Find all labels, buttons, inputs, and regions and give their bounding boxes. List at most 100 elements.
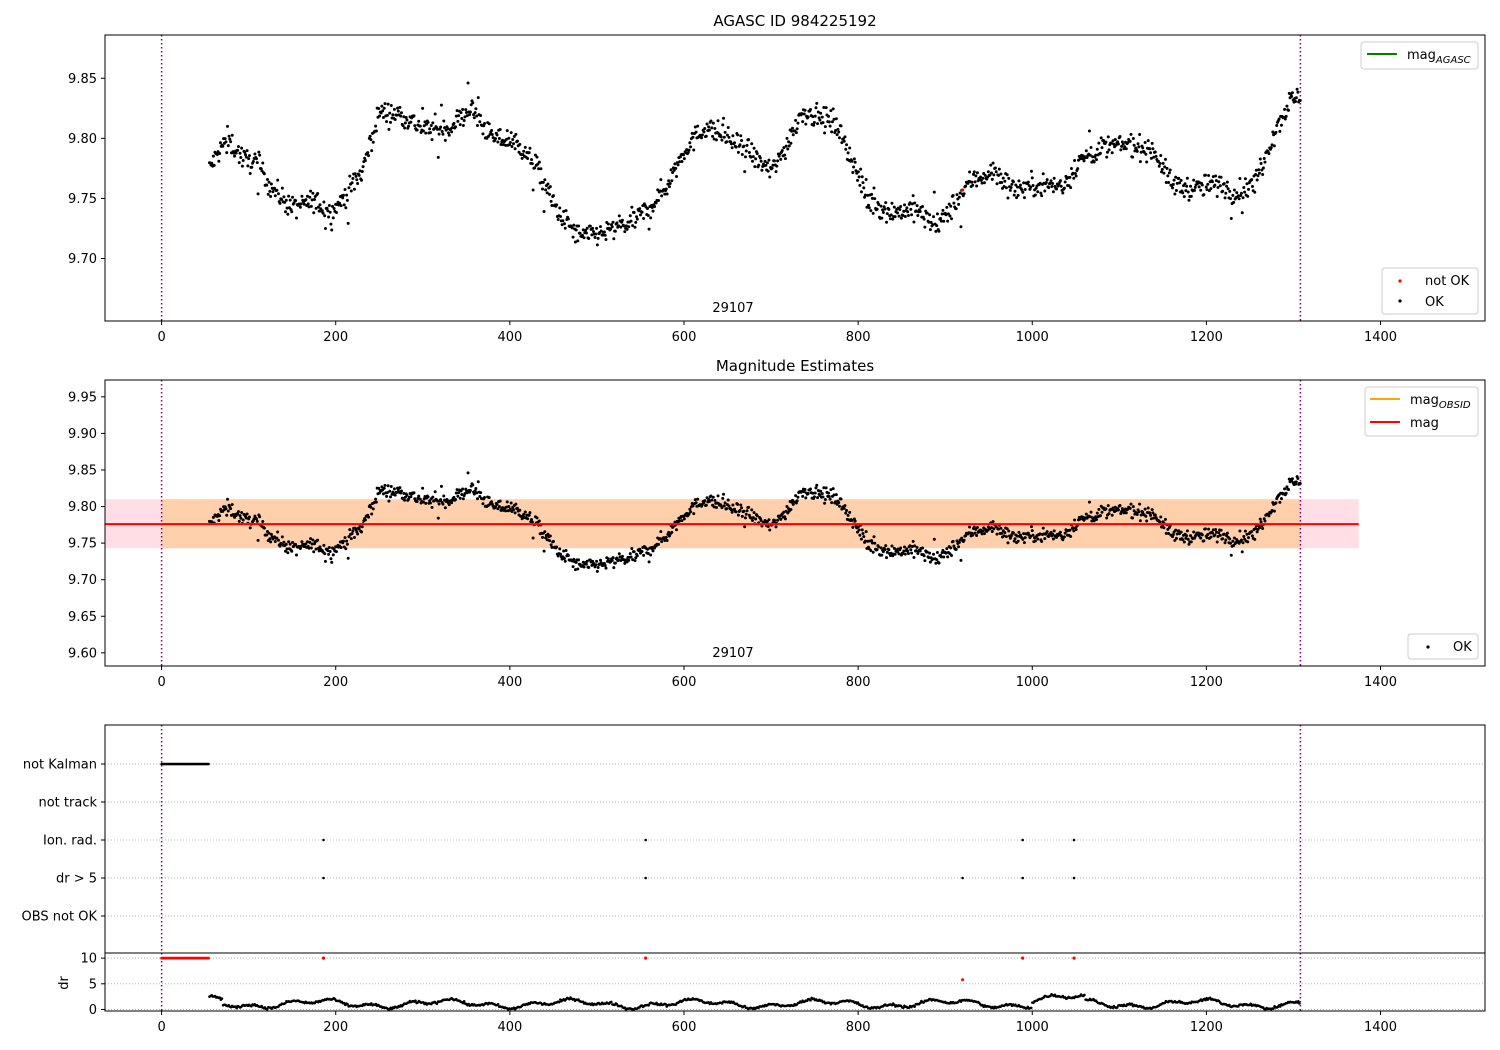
ok-point	[858, 533, 862, 537]
ok-point	[642, 216, 646, 220]
ok-point	[939, 555, 943, 559]
ok-point	[979, 178, 983, 182]
ok-point	[680, 519, 684, 523]
ok-point	[369, 505, 373, 509]
ok-point	[653, 546, 657, 550]
ok-point	[889, 213, 893, 217]
ok-point	[1184, 189, 1188, 193]
ok-point	[548, 539, 552, 543]
ok-point	[401, 124, 405, 128]
ok-point	[726, 498, 730, 502]
ok-point	[711, 495, 715, 499]
ok-point	[777, 154, 781, 158]
ok-point	[1038, 181, 1042, 185]
ok-point	[663, 192, 667, 196]
ok-point	[892, 546, 896, 550]
panel1-title: AGASC ID 984225192	[713, 12, 876, 30]
ok-point	[935, 558, 939, 562]
ok-point	[991, 520, 995, 524]
ok-point	[530, 520, 534, 524]
ok-point	[1071, 526, 1075, 530]
ok-point	[490, 128, 494, 132]
ok-point	[578, 231, 582, 235]
ok-point	[722, 492, 726, 496]
ok-point	[928, 551, 932, 555]
ok-point	[511, 138, 515, 142]
ok-point	[997, 173, 1001, 177]
ok-point	[791, 133, 795, 137]
ok-point	[1182, 540, 1186, 544]
ok-point	[441, 502, 445, 506]
ok-point	[580, 233, 584, 237]
ok-point	[1050, 184, 1054, 188]
ok-point	[356, 532, 360, 536]
ok-point	[284, 198, 288, 202]
x-tick-label: 200	[323, 1020, 348, 1035]
ok-point	[860, 175, 864, 179]
ok-point	[952, 201, 956, 205]
ok-point	[497, 505, 501, 509]
ok-point	[1107, 148, 1111, 152]
ok-point	[850, 518, 854, 522]
ok-point	[273, 540, 277, 544]
ok-point	[551, 194, 555, 198]
ok-point	[852, 157, 856, 161]
ok-point	[447, 503, 451, 507]
ok-point	[402, 115, 406, 119]
ok-point	[948, 214, 952, 218]
ok-point	[275, 536, 279, 540]
panel1-obsid-label: 29107	[712, 301, 753, 316]
ok-point	[1167, 171, 1171, 175]
ok-point	[719, 135, 723, 139]
ok-point	[945, 205, 949, 209]
ok-point	[780, 148, 784, 152]
ok-point	[1131, 505, 1135, 509]
ok-point	[436, 127, 440, 131]
ok-point	[890, 544, 894, 548]
ok-point	[498, 128, 502, 132]
ok-point	[1209, 535, 1213, 539]
ok-point	[707, 125, 711, 129]
ok-point	[905, 206, 909, 210]
ok-point	[1097, 507, 1101, 511]
panel1-legend-points: not OK OK	[1381, 267, 1479, 315]
ok-point	[660, 194, 664, 198]
ok-point	[1272, 144, 1276, 148]
ok-point	[819, 489, 823, 493]
ok-point	[354, 174, 358, 178]
ok-point	[1092, 160, 1096, 164]
ok-point	[250, 165, 254, 169]
ok-point	[760, 524, 764, 528]
ok-point	[454, 114, 458, 118]
ok-point	[1148, 147, 1152, 151]
ok-point	[991, 161, 995, 165]
ok-point	[606, 222, 610, 226]
ok-point	[601, 233, 605, 237]
ok-point	[1258, 157, 1262, 161]
ok-point	[1238, 176, 1242, 180]
ok-point	[921, 205, 925, 209]
ok-point	[330, 560, 334, 564]
ok-point	[689, 510, 693, 514]
y-tick-label: 9.80	[68, 132, 97, 147]
ok-point	[1029, 534, 1033, 538]
ok-point	[1013, 537, 1017, 541]
ok-point	[808, 487, 812, 491]
ok-point	[1110, 151, 1114, 155]
ok-point	[1003, 531, 1007, 535]
ok-point	[357, 173, 361, 177]
panel1-frame	[104, 34, 1486, 322]
ok-point	[885, 212, 889, 216]
ok-point	[946, 555, 950, 559]
ok-point	[239, 156, 243, 160]
ok-point	[523, 145, 527, 149]
ok-point	[1141, 146, 1145, 150]
ok-point	[640, 550, 644, 554]
ok-point	[844, 511, 848, 515]
ok-point	[585, 559, 589, 563]
ok-point	[1131, 516, 1135, 520]
ok-point	[224, 140, 228, 144]
ok-point	[507, 136, 511, 140]
ok-point	[1131, 136, 1135, 140]
